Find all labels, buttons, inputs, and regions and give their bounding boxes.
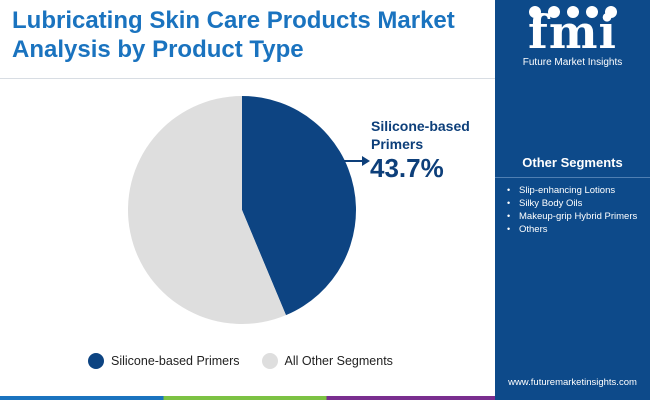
list-item: • Makeup-grip Hybrid Primers [507,210,647,223]
callout-label-line-2: Primers [371,136,424,152]
chart-title: Lubricating Skin Care Products Market An… [12,6,482,64]
chart-legend: Silicone-based Primers All Other Segment… [88,351,415,371]
list-item: • Others [507,223,647,236]
segment-label: Silky Body Oils [519,198,583,209]
legend-item-other-segments: All Other Segments [261,353,393,369]
other-segments-title: Other Segments [522,155,623,170]
list-item: • Silky Body Oils [507,197,647,210]
website-link[interactable]: www.futuremarketinsights.com [508,377,637,388]
legend-label-silicone-primers: Silicone-based Primers [111,354,240,368]
fmi-logo: fmi Future Market Insights [495,0,650,74]
other-segments-divider [495,177,650,178]
callout-arrow [344,156,370,166]
bottom-color-bar [0,396,495,400]
segment-label: Others [519,224,548,235]
title-divider [0,78,495,79]
legend-item-silicone-primers: Silicone-based Primers [88,353,240,369]
callout-label: Silicone-based Primers [371,117,491,153]
bullet-icon: • [507,198,511,208]
pie-slice-all-other-segments [128,96,286,324]
pie-chart [128,96,370,324]
other-segments-list: • Slip-enhancing Lotions • Silky Body Oils… [507,184,647,236]
pie-slice-silicone-based-primers [242,96,356,316]
bullet-icon: • [507,211,511,221]
logo-icons [529,6,639,20]
legend-swatch-other-segments [261,353,278,369]
segment-label: Makeup-grip Hybrid Primers [519,211,638,222]
chart-title-line-1: Lubricating Skin Care Products Market [12,7,455,34]
bullet-icon: • [507,224,511,234]
logo-wordmark: fmi [528,5,617,59]
logo-subtext: Future Market Insights [522,57,623,68]
sidebar: fmi Future Market Insights Other Segment… [495,0,650,400]
bullet-icon: • [507,185,511,195]
callout-value: 43.7% [370,153,444,183]
legend-label-other-segments: All Other Segments [284,354,393,368]
legend-swatch-silicone-primers [88,353,104,369]
callout-label-line-1: Silicone-based [371,118,470,134]
chart-title-line-2: Analysis by Product Type [12,36,304,63]
segment-label: Slip-enhancing Lotions [519,185,616,196]
pie-slices [128,96,356,324]
list-item: • Slip-enhancing Lotions [507,184,647,197]
